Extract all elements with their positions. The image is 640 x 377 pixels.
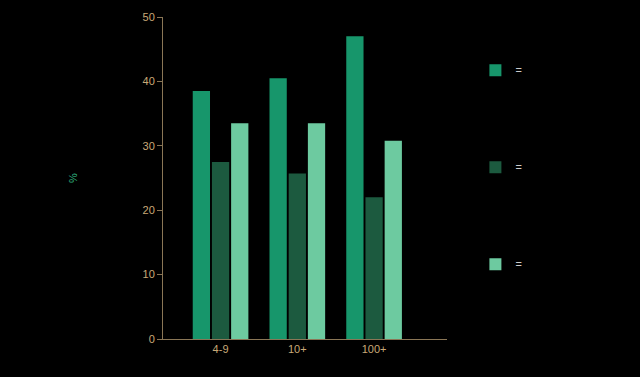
svg-text:30: 30: [143, 140, 155, 152]
svg-text:10: 10: [143, 268, 155, 280]
svg-text:40: 40: [143, 75, 155, 87]
svg-text:=: =: [515, 161, 521, 173]
svg-text:0: 0: [149, 333, 155, 345]
svg-text:=: =: [515, 258, 521, 270]
svg-text:50: 50: [143, 11, 155, 23]
svg-text:10+: 10+: [288, 343, 307, 355]
svg-text:100+: 100+: [362, 343, 387, 355]
svg-text:=: =: [515, 64, 521, 76]
svg-text:20: 20: [143, 204, 155, 216]
svg-text:4-9: 4-9: [213, 343, 229, 355]
svg-text:%: %: [67, 173, 79, 183]
